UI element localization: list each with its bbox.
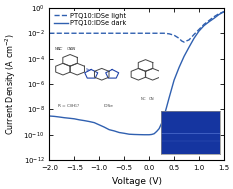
PTQ10:IDSe light xyxy=(218,12,220,15)
PTQ10:IDSe light xyxy=(163,32,165,34)
PTQ10:IDSe dark xyxy=(173,79,175,81)
PTQ10:IDSe dark xyxy=(160,122,163,124)
PTQ10:IDSe dark xyxy=(118,131,121,134)
PTQ10:IDSe dark xyxy=(128,133,130,135)
PTQ10:IDSe dark xyxy=(98,124,101,126)
PTQ10:IDSe dark xyxy=(153,133,155,135)
PTQ10:IDSe dark xyxy=(58,116,61,118)
PTQ10:IDSe light xyxy=(212,16,215,18)
PTQ10:IDSe dark xyxy=(223,11,225,13)
PTQ10:IDSe light xyxy=(223,11,225,13)
PTQ10:IDSe light xyxy=(173,34,175,36)
PTQ10:IDSe dark xyxy=(163,115,165,117)
PTQ10:IDSe dark xyxy=(73,118,76,120)
PTQ10:IDSe dark xyxy=(165,106,168,108)
PTQ10:IDSe light xyxy=(198,28,200,31)
Line: PTQ10:IDSe light: PTQ10:IDSe light xyxy=(49,12,224,42)
PTQ10:IDSe light xyxy=(208,19,210,22)
PTQ10:IDSe dark xyxy=(198,30,200,32)
PTQ10:IDSe dark xyxy=(148,134,151,136)
PTQ10:IDSe light xyxy=(123,32,126,34)
PTQ10:IDSe dark xyxy=(150,133,153,136)
PTQ10:IDSe light xyxy=(193,33,195,36)
PTQ10:IDSe dark xyxy=(133,133,136,136)
PTQ10:IDSe dark xyxy=(183,55,185,57)
PTQ10:IDSe dark xyxy=(113,130,116,132)
Y-axis label: Current Density (A cm$^{-2}$): Current Density (A cm$^{-2}$) xyxy=(3,33,18,135)
PTQ10:IDSe dark xyxy=(218,13,220,16)
PTQ10:IDSe dark xyxy=(188,46,190,48)
PTQ10:IDSe dark xyxy=(48,115,51,117)
PTQ10:IDSe dark xyxy=(212,17,215,19)
PTQ10:IDSe dark xyxy=(158,128,161,130)
PTQ10:IDSe light xyxy=(178,37,180,40)
X-axis label: Voltage (V): Voltage (V) xyxy=(112,177,162,186)
PTQ10:IDSe light xyxy=(73,32,76,34)
PTQ10:IDSe dark xyxy=(155,130,158,133)
PTQ10:IDSe dark xyxy=(83,119,86,122)
PTQ10:IDSe dark xyxy=(63,117,66,119)
PTQ10:IDSe light xyxy=(158,32,161,34)
PTQ10:IDSe dark xyxy=(168,97,171,99)
PTQ10:IDSe dark xyxy=(123,132,126,134)
PTQ10:IDSe light xyxy=(185,40,188,42)
PTQ10:IDSe dark xyxy=(143,134,146,136)
PTQ10:IDSe light xyxy=(188,39,190,41)
PTQ10:IDSe dark xyxy=(108,129,111,131)
PTQ10:IDSe dark xyxy=(53,115,56,118)
PTQ10:IDSe light xyxy=(180,40,183,42)
PTQ10:IDSe dark xyxy=(103,126,106,128)
PTQ10:IDSe light xyxy=(203,23,206,26)
PTQ10:IDSe dark xyxy=(138,133,140,136)
PTQ10:IDSe dark xyxy=(208,21,210,23)
Line: PTQ10:IDSe dark: PTQ10:IDSe dark xyxy=(49,12,224,135)
PTQ10:IDSe dark xyxy=(78,119,81,121)
PTQ10:IDSe dark xyxy=(68,117,71,119)
PTQ10:IDSe light xyxy=(183,41,185,43)
PTQ10:IDSe dark xyxy=(203,24,206,27)
PTQ10:IDSe light xyxy=(148,32,151,34)
PTQ10:IDSe dark xyxy=(93,122,96,124)
PTQ10:IDSe light xyxy=(168,33,171,35)
PTQ10:IDSe light xyxy=(48,32,51,34)
PTQ10:IDSe dark xyxy=(193,37,195,40)
PTQ10:IDSe dark xyxy=(178,66,180,69)
PTQ10:IDSe dark xyxy=(88,120,91,123)
PTQ10:IDSe light xyxy=(98,32,101,34)
PTQ10:IDSe dark xyxy=(170,88,173,90)
Legend: PTQ10:IDSe light, PTQ10:IDSe dark: PTQ10:IDSe light, PTQ10:IDSe dark xyxy=(52,11,129,28)
